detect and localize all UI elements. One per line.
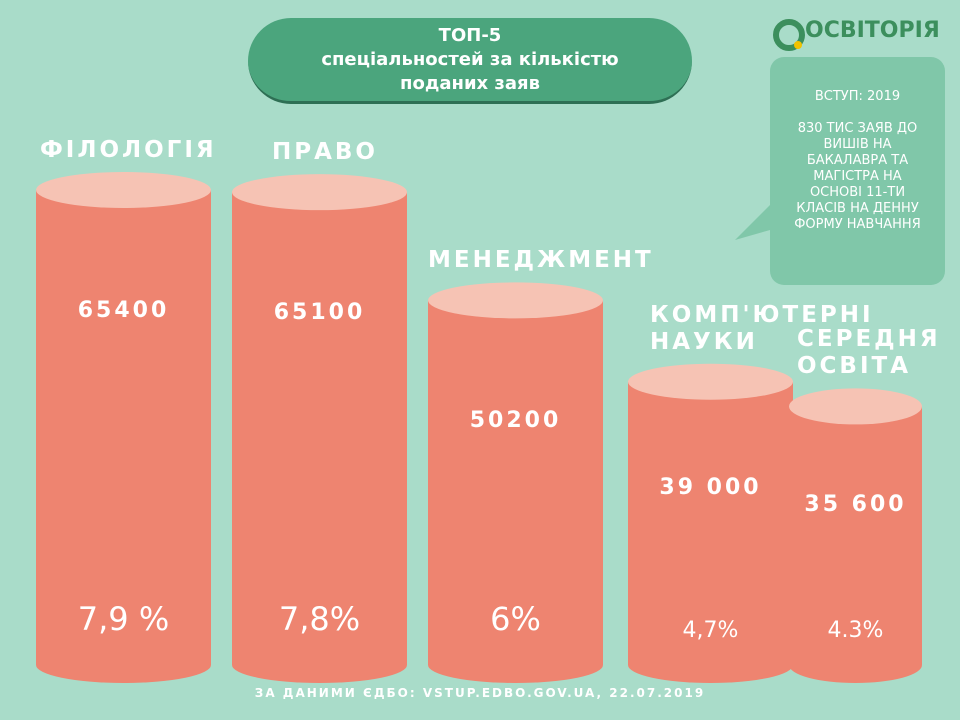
cylinder — [36, 190, 211, 683]
cylinder — [789, 406, 922, 684]
cylinder-top — [232, 174, 407, 211]
value-label: 35 600 — [804, 491, 907, 517]
bubble-tail — [735, 205, 770, 240]
value-label: 50200 — [469, 408, 562, 434]
cylinder-top — [36, 172, 211, 208]
category-label: ПРАВО — [272, 139, 378, 166]
info-bubble: ВСТУП: 2019 830 ТИС ЗАЯВ ДО ВИШІВ НА БАК… — [770, 57, 945, 285]
cylinder — [628, 381, 793, 683]
info-year: ВСТУП: 2019 — [814, 89, 901, 104]
logo-dot — [794, 41, 802, 49]
percent-label: 7,8% — [278, 600, 361, 638]
cylinder — [428, 300, 603, 684]
category-label: ФІЛОЛОГІЯ — [40, 137, 217, 163]
info-text: 830 ТИС ЗАЯВ ДО ВИШІВ НА БАКАЛАВРА ТА МА… — [794, 121, 921, 232]
logo: ОСВІТОРІЯ — [805, 18, 940, 43]
title: ТОП-5 спеціальностей за кількістю подани… — [248, 18, 692, 104]
percent-label: 4,7% — [682, 618, 739, 643]
value-label: 65400 — [77, 298, 170, 323]
title-line: ТОП-5 — [438, 24, 502, 46]
title-line: поданих заяв — [400, 72, 540, 94]
value-label: 65100 — [273, 300, 366, 326]
category-label: МЕНЕДЖМЕНТ — [428, 247, 654, 274]
title-line: спеціальностей за кількістю — [321, 48, 619, 70]
cylinder — [232, 192, 407, 684]
category-label: СЕРЕДНЯ ОСВІТА — [797, 326, 941, 380]
cylinder-top — [789, 388, 922, 425]
value-label: 39 000 — [659, 475, 762, 501]
logo-ring — [773, 19, 805, 51]
cylinder-top — [628, 363, 793, 400]
source: ЗА ДАНИМИ ЄДБО: VSTUP.EDBO.GOV.UA, 22.07… — [254, 686, 706, 700]
percent-label: 4.3% — [827, 618, 884, 643]
percent-label: 7,9 % — [77, 600, 170, 638]
percent-label: 6% — [490, 600, 541, 638]
cylinder-top — [428, 282, 603, 319]
category-label: КОМП'ЮТЕРНІ НАУКИ — [650, 301, 874, 355]
